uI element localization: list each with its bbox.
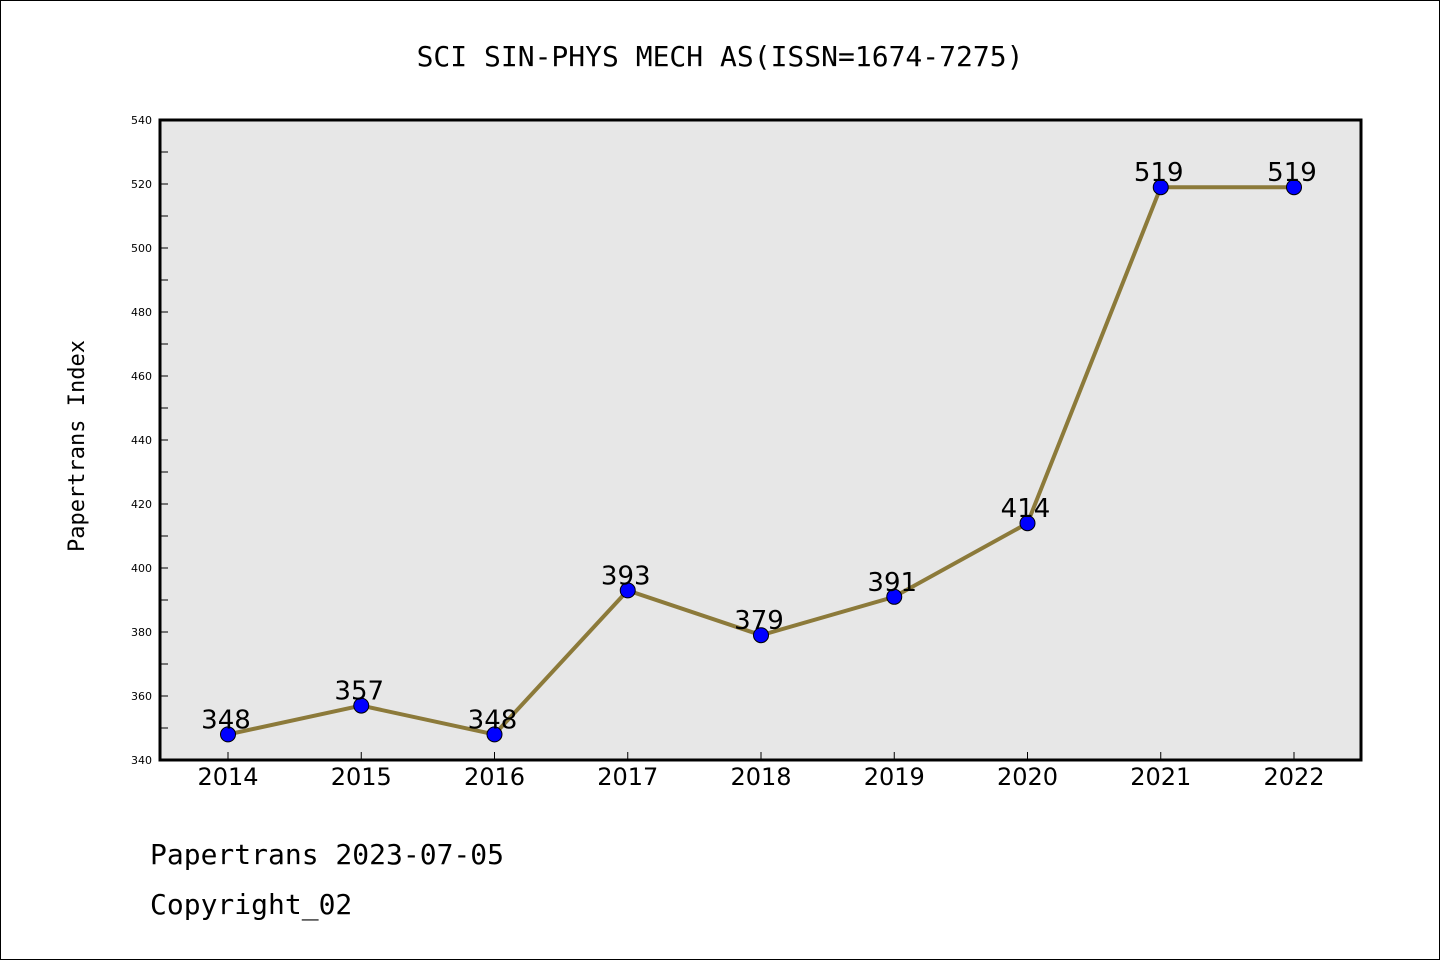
x-axis-ticks: 2014 2015 2016 2017 2018 2019 2020 2021 2022 [197, 752, 1325, 791]
x-tick-label: 2015 [331, 763, 392, 791]
y-tick-label: 340 [131, 754, 152, 767]
data-label: 391 [867, 568, 917, 598]
plot-border [158, 118, 1363, 762]
data-point [886, 588, 903, 605]
y-tick-label: 520 [131, 178, 152, 191]
x-tick-label: 2016 [464, 763, 525, 791]
y-tick-label: 480 [131, 306, 152, 319]
data-markers [220, 179, 1302, 743]
chart-title: SCI SIN-PHYS MECH AS(ISSN=1674-7275) [417, 40, 1024, 73]
y-tick-label: 400 [131, 562, 152, 575]
y-tick-label: 360 [131, 690, 152, 703]
data-point [353, 697, 370, 714]
footer-date: Papertrans 2023-07-05 [150, 838, 504, 871]
data-label: 519 [1267, 158, 1317, 188]
data-label: 414 [1001, 494, 1051, 524]
data-label: 348 [468, 705, 518, 735]
y-tick-label: 540 [131, 114, 152, 127]
data-label: 519 [1134, 158, 1184, 188]
x-tick-label: 2019 [864, 763, 925, 791]
plot-area [160, 120, 1361, 760]
data-point [486, 726, 503, 743]
data-label: 348 [201, 705, 251, 735]
data-label: 357 [334, 677, 384, 707]
data-point [1286, 179, 1302, 196]
y-tick-label: 500 [131, 242, 152, 255]
x-tick-label: 2018 [730, 763, 791, 791]
data-point [753, 627, 769, 644]
data-point [220, 726, 236, 743]
data-point [1019, 515, 1036, 532]
y-axis-label: Papertrans Index [65, 340, 90, 552]
data-label: 379 [734, 606, 784, 636]
x-tick-label: 2021 [1130, 763, 1191, 791]
x-tick-label: 2022 [1263, 763, 1324, 791]
data-label: 393 [601, 561, 651, 591]
data-point [619, 582, 636, 599]
x-tick-label: 2020 [997, 763, 1058, 791]
y-tick-label: 420 [131, 498, 152, 511]
footer-copyright: Copyright_02 [150, 888, 352, 922]
y-tick-label: 380 [131, 626, 152, 639]
data-point [1152, 179, 1169, 196]
y-tick-label: 440 [131, 434, 152, 447]
data-labels: 348 357 348 393 379 391 414 519 519 [201, 158, 1317, 735]
y-tick-label: 460 [131, 370, 152, 383]
x-tick-label: 2017 [597, 763, 658, 791]
x-tick-label: 2014 [197, 763, 258, 791]
